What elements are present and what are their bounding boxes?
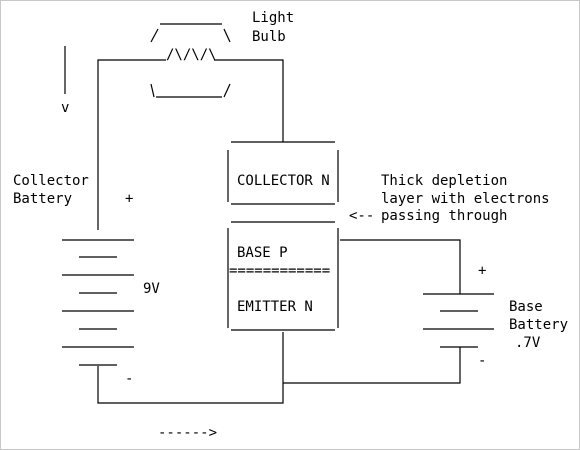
collector-label: COLLECTOR N bbox=[237, 173, 330, 189]
bulb-top-left-slant bbox=[150, 28, 159, 43]
wire-base-to-base-battery bbox=[340, 239, 461, 294]
base-battery bbox=[423, 293, 494, 348]
wire-top-left bbox=[97, 59, 166, 230]
depletion-note-line3: passing through bbox=[381, 208, 507, 224]
emitter-label: EMITTER N bbox=[237, 299, 313, 315]
base-battery-voltage: .7V bbox=[515, 335, 541, 351]
base-battery-label-line1: Base bbox=[509, 299, 543, 315]
collector-battery-label-line1: Collector bbox=[13, 173, 89, 189]
light-bulb: /\/\/\ bbox=[150, 23, 231, 98]
base-label: BASE P bbox=[237, 245, 288, 261]
depletion-note-arrow: <-- bbox=[349, 208, 374, 224]
wire-emitter-to-base-battery bbox=[283, 347, 461, 384]
base-battery-minus: - bbox=[478, 353, 486, 369]
depletion-note-line2: layer with electrons bbox=[381, 191, 550, 207]
light-bulb-label-line2: Bulb bbox=[252, 29, 286, 45]
base-emitter-junction: ============ bbox=[229, 263, 330, 279]
wire-bottom-left bbox=[97, 332, 284, 404]
bulb-top-right-slant bbox=[223, 28, 231, 43]
flow-right-arrow: ------> bbox=[158, 425, 217, 441]
flow-down-arrow-head: v bbox=[61, 100, 69, 116]
transistor: COLLECTOR N BASE P ============ EMITTER … bbox=[227, 141, 339, 331]
light-bulb-label-line1: Light bbox=[252, 10, 294, 26]
bulb-bottom-right-slant bbox=[223, 83, 231, 98]
base-battery-label-line2: Battery bbox=[509, 317, 568, 333]
collector-battery-voltage: 9V bbox=[143, 281, 160, 297]
base-battery-plus: + bbox=[478, 263, 486, 279]
collector-battery-minus: - bbox=[125, 371, 133, 387]
bulb-bottom-left-slant bbox=[150, 83, 155, 98]
collector-battery-label-line2: Battery bbox=[13, 191, 72, 207]
collector-battery bbox=[62, 239, 134, 366]
collector-battery-plus: + bbox=[125, 191, 133, 207]
depletion-note-line1: Thick depletion bbox=[381, 173, 507, 189]
bulb-filament: /\/\/\ bbox=[166, 47, 217, 63]
wire-top-right bbox=[214, 59, 284, 142]
